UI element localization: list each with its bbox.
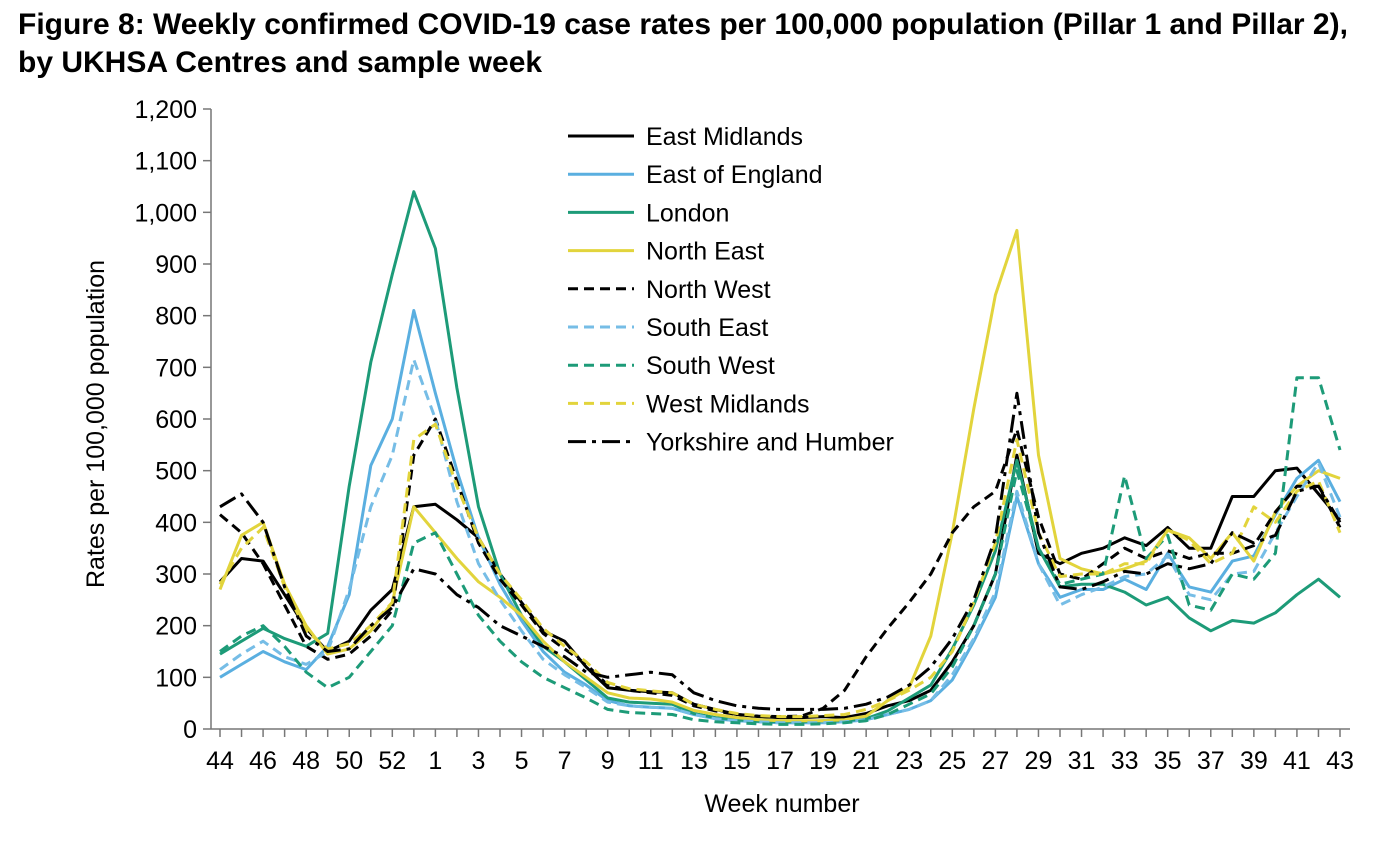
x-tick-label: 5	[515, 747, 529, 775]
x-tick-label: 44	[206, 747, 234, 775]
x-tick-label: 11	[638, 747, 664, 775]
x-tick-label: 9	[601, 747, 615, 775]
x-tick-label: 52	[378, 747, 406, 775]
x-tick-label: 50	[335, 747, 363, 775]
y-tick-label: 200	[155, 613, 197, 641]
y-tick-label: 700	[155, 354, 197, 382]
y-tick-label: 500	[155, 458, 197, 486]
x-tick-label: 7	[558, 747, 572, 775]
y-tick-label: 1,000	[134, 199, 197, 227]
x-tick-label: 39	[1240, 747, 1268, 775]
x-tick-label: 41	[1283, 747, 1311, 775]
y-tick-label: 0	[183, 716, 197, 744]
x-tick-label: 21	[852, 747, 880, 775]
y-tick-label: 600	[155, 406, 197, 434]
series-line-yorkshire-and-humber	[219, 391, 1342, 711]
series-line-east-midlands	[218, 453, 1342, 720]
y-axis: 0 100 200 300 400 500 600 700 800 900 1,000 1,100 1,…	[134, 96, 212, 744]
x-tick-label: 43	[1326, 747, 1354, 775]
legend-label: West Midlands	[646, 390, 810, 418]
x-tick-label: 29	[1025, 747, 1053, 775]
x-tick-label: 35	[1154, 747, 1182, 775]
series-line-east-of-england	[219, 309, 1342, 725]
y-tick-label: 1,200	[134, 96, 197, 124]
x-tick-label: 23	[895, 747, 923, 775]
legend-label: South East	[646, 314, 768, 342]
x-tick-label: 1	[428, 747, 442, 775]
legend: East Midlands East of England London North …	[568, 123, 894, 457]
y-tick-label: 800	[155, 303, 197, 331]
x-tick-label: 19	[809, 747, 837, 775]
legend-label: North East	[646, 238, 764, 266]
x-axis-title: Week number	[704, 790, 859, 818]
x-axis: 44 46 48 50 52 1 3 5 7 9 11 13 15 17 19 21 23 25 27 29 31 33 3…	[206, 728, 1354, 775]
series-line-south-west	[219, 376, 1342, 726]
x-tick-label: 46	[249, 747, 277, 775]
legend-label: South West	[646, 352, 775, 380]
y-tick-label: 900	[155, 251, 197, 279]
legend-label: East Midlands	[646, 123, 803, 151]
x-tick-label: 27	[981, 747, 1009, 775]
x-tick-label: 31	[1068, 747, 1096, 775]
series-lines	[218, 190, 1342, 726]
y-tick-label: 100	[155, 664, 197, 692]
series-line-london	[219, 190, 1341, 724]
legend-label: London	[646, 199, 729, 227]
series-line-west-midlands	[218, 422, 1342, 719]
x-tick-label: 48	[292, 747, 320, 775]
legend-label: East of England	[646, 161, 823, 189]
x-tick-label: 25	[938, 747, 966, 775]
y-axis-title: Rates per 100,000 population	[82, 260, 110, 588]
legend-label: Yorkshire and Humber	[646, 429, 894, 457]
x-tick-label: 33	[1111, 747, 1139, 775]
legend-label: North West	[646, 276, 771, 304]
y-tick-label: 1,100	[134, 148, 197, 176]
y-tick-label: 400	[155, 509, 197, 537]
series-line-south-east	[219, 358, 1342, 725]
x-tick-label: 13	[680, 747, 708, 775]
y-tick-label: 300	[155, 561, 197, 589]
x-tick-label: 3	[472, 747, 486, 775]
x-tick-label: 37	[1197, 747, 1225, 775]
x-tick-label: 17	[766, 747, 794, 775]
series-line-north-east	[218, 228, 1341, 723]
x-tick-label: 15	[723, 747, 751, 775]
chart-title: Figure 8: Weekly confirmed COVID-19 case…	[18, 8, 1348, 79]
